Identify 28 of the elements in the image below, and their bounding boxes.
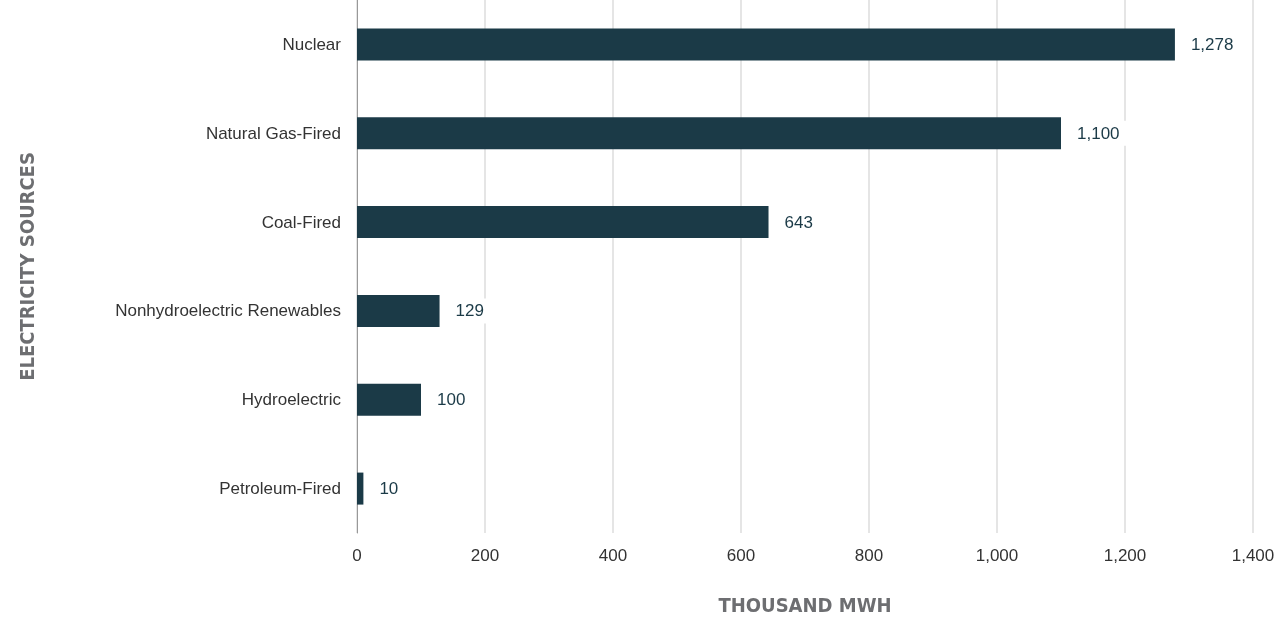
y-tick-label: Coal-Fired: [261, 212, 341, 232]
bar: [357, 383, 421, 416]
y-axis-title: ELECTRICITY SOURCES: [15, 152, 39, 381]
y-tick-label: Hydroelectric: [241, 390, 342, 410]
bar: [357, 472, 364, 505]
x-tick-label: 1,000: [975, 546, 1019, 565]
x-tick-label: 1,200: [1103, 546, 1147, 565]
data-label: 643: [784, 212, 813, 232]
y-tick-label: Petroleum-Fired: [219, 479, 341, 499]
bar: [357, 117, 1061, 150]
x-tick-label: 0: [352, 546, 362, 565]
data-label: 10: [379, 479, 399, 499]
data-label: 1,100: [1077, 123, 1120, 143]
x-tick-label: 600: [726, 546, 756, 565]
x-tick-label: 200: [470, 546, 500, 565]
data-label: 100: [437, 390, 466, 410]
y-tick-label: Natural Gas-Fired: [205, 123, 341, 143]
x-tick-label: 400: [598, 546, 628, 565]
y-tick-label: Nuclear: [282, 34, 342, 54]
data-label: 1,278: [1190, 34, 1234, 54]
bar: [357, 206, 769, 239]
x-axis-title: THOUSAND MWH: [718, 593, 892, 617]
bar: [357, 28, 1175, 61]
y-tick-label: Nonhydroelectric Renewables: [115, 301, 341, 321]
data-label: 129: [455, 301, 484, 321]
bar: [357, 294, 440, 327]
x-tick-label: 800: [854, 546, 884, 565]
x-tick-label: 1,400: [1231, 546, 1275, 565]
